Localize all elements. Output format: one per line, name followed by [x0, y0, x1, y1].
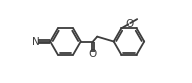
Text: O: O	[125, 19, 133, 29]
Text: O: O	[89, 49, 97, 59]
Text: N: N	[32, 37, 40, 46]
